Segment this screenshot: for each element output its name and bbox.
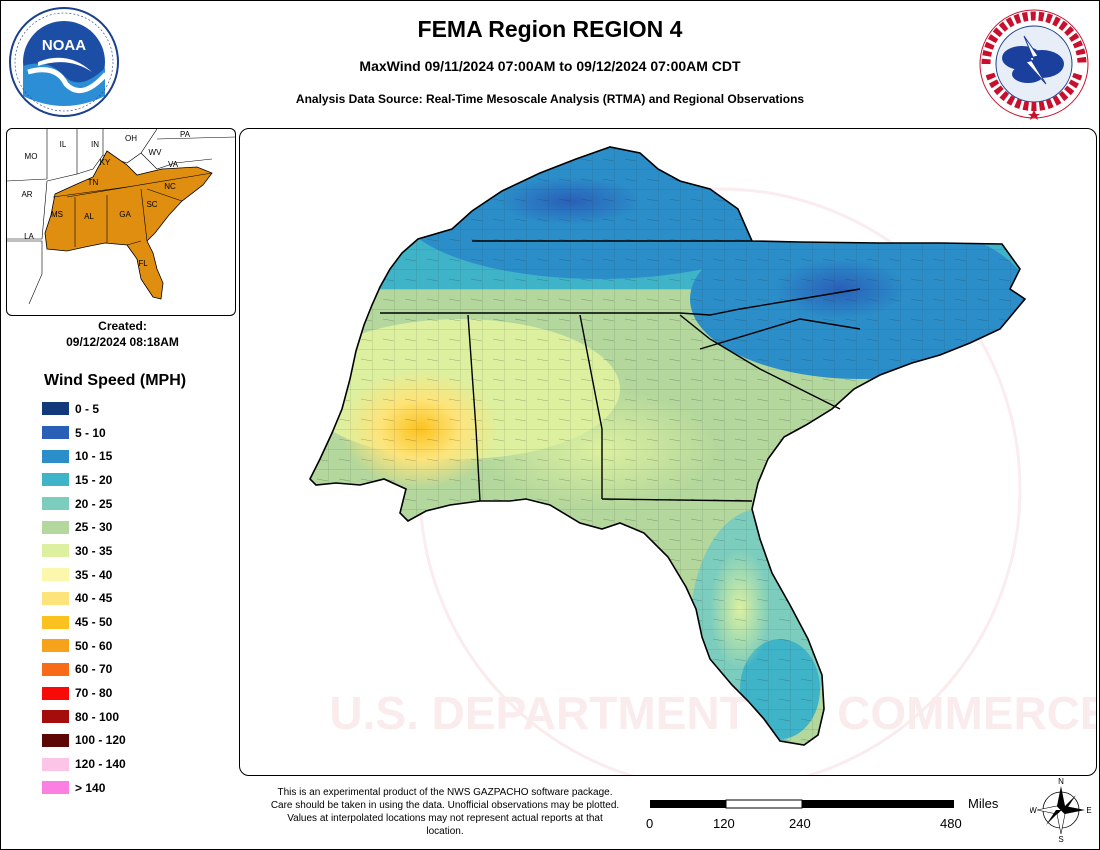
compass-n: N	[1058, 777, 1064, 786]
disclaimer-text: This is an experimental product of the N…	[270, 787, 620, 837]
compass-e: E	[1086, 806, 1091, 815]
legend-label: 45 - 50	[75, 615, 113, 630]
compass-rose-icon: N S W E	[1030, 777, 1092, 842]
legend-item: 120 - 140	[42, 752, 126, 776]
svg-text:U.S. DEPARTMENT OF COMMERCE: U.S. DEPARTMENT OF COMMERCE	[329, 687, 1096, 739]
legend-label: 25 - 30	[75, 520, 113, 535]
inset-label-in: IN	[91, 140, 99, 149]
inset-label-va: VA	[168, 160, 179, 169]
compass-s: S	[1058, 835, 1063, 842]
inset-label-ky: KY	[100, 158, 111, 167]
legend-label: 80 - 100	[75, 709, 120, 724]
legend-label: > 140	[75, 780, 106, 795]
state-borders	[380, 240, 861, 502]
legend-swatch	[42, 568, 69, 582]
legend-label: 0 - 5	[75, 401, 100, 416]
created-timestamp: 09/12/2024 08:18AM	[66, 335, 179, 349]
inset-label-la: LA	[24, 232, 34, 241]
legend-item: 100 - 120	[42, 729, 126, 753]
inset-label-tn: TN	[88, 178, 99, 187]
legend-title: Wind Speed (MPH)	[44, 372, 187, 389]
created-label: Created:	[98, 319, 147, 333]
wind-speed-legend: 0 - 5 5 - 10 10 - 15 15 - 20 20 - 25 25 - 30 3…	[42, 397, 126, 800]
legend-item: 10 - 15	[42, 444, 126, 468]
legend-item: 15 - 20	[42, 468, 126, 492]
main-wind-map: U.S. DEPARTMENT OF COMMERCE	[239, 128, 1097, 776]
scale-tick-0: 0	[646, 816, 654, 831]
legend-swatch	[42, 615, 69, 629]
legend-label: 10 - 15	[75, 449, 113, 464]
legend-label: 50 - 60	[75, 638, 113, 653]
legend-item: > 140	[42, 776, 126, 800]
legend-swatch	[42, 639, 69, 653]
scale-unit: Miles	[968, 796, 999, 811]
inset-label-fl: FL	[138, 259, 148, 268]
inset-label-wv: WV	[149, 148, 163, 157]
legend-label: 20 - 25	[75, 496, 113, 511]
data-source-text: Analysis Data Source: Real-Time Mesoscal…	[295, 92, 805, 106]
legend-label: 120 - 140	[75, 757, 126, 772]
compass-w: W	[1030, 806, 1037, 815]
legend-item: 35 - 40	[42, 563, 126, 587]
legend-item: 0 - 5	[42, 397, 126, 421]
watermark: U.S. DEPARTMENT OF COMMERCE	[329, 187, 1096, 775]
scale-tick-480: 480	[940, 816, 962, 831]
legend-item: 20 - 25	[42, 492, 126, 516]
legend-item: 45 - 50	[42, 610, 126, 634]
legend-item: 50 - 60	[42, 634, 126, 658]
legend-swatch	[42, 733, 69, 747]
legend-swatch	[42, 710, 69, 724]
legend-item: 70 - 80	[42, 681, 126, 705]
inset-locator-map: MO IL IN OH PA WV VA AR LA KY TN NC MS A…	[6, 128, 236, 316]
legend-item: 60 - 70	[42, 658, 126, 682]
scale-tick-240: 240	[789, 816, 811, 831]
legend-swatch	[42, 781, 69, 795]
map-title: FEMA Region REGION 4	[417, 16, 683, 42]
inset-label-mo: MO	[25, 152, 38, 161]
legend-item: 25 - 30	[42, 515, 126, 539]
inset-label-ms: MS	[51, 210, 63, 219]
nws-logo	[979, 9, 1089, 120]
legend-swatch	[42, 402, 69, 416]
legend-swatch	[42, 544, 69, 558]
legend-label: 15 - 20	[75, 472, 113, 487]
legend-swatch	[42, 757, 69, 771]
inset-label-ar: AR	[21, 190, 32, 199]
wind-field	[310, 147, 1025, 745]
scale-bar	[650, 799, 954, 809]
legend-swatch	[42, 520, 69, 534]
legend-item: 80 - 100	[42, 705, 126, 729]
legend-swatch	[42, 686, 69, 700]
created-info: Created: 09/12/2024 08:18AM	[0, 318, 245, 350]
legend-label: 70 - 80	[75, 686, 113, 701]
inset-label-al: AL	[84, 212, 94, 221]
legend-label: 35 - 40	[75, 567, 113, 582]
noaa-logo-text: NOAA	[42, 37, 86, 54]
legend-swatch	[42, 497, 69, 511]
legend-label: 60 - 70	[75, 662, 113, 677]
scale-tick-120: 120	[713, 816, 735, 831]
legend-swatch	[42, 662, 69, 676]
noaa-logo: NOAA	[9, 7, 119, 117]
legend-label: 5 - 10	[75, 425, 106, 440]
legend-item: 5 - 10	[42, 421, 126, 445]
inset-label-sc: SC	[146, 200, 157, 209]
inset-label-pa: PA	[180, 130, 191, 139]
map-subtitle: MaxWind 09/11/2024 07:00AM to 09/12/2024…	[359, 58, 741, 74]
inset-label-nc: NC	[164, 182, 176, 191]
inset-label-il: IL	[60, 140, 67, 149]
legend-item: 30 - 35	[42, 539, 126, 563]
legend-item: 40 - 45	[42, 587, 126, 611]
legend-swatch	[42, 591, 69, 605]
legend-swatch	[42, 426, 69, 440]
legend-label: 40 - 45	[75, 591, 113, 606]
inset-label-oh: OH	[125, 134, 137, 143]
inset-label-ga: GA	[119, 210, 131, 219]
legend-label: 100 - 120	[75, 733, 126, 748]
legend-label: 30 - 35	[75, 543, 113, 558]
legend-swatch	[42, 473, 69, 487]
legend-swatch	[42, 449, 69, 463]
